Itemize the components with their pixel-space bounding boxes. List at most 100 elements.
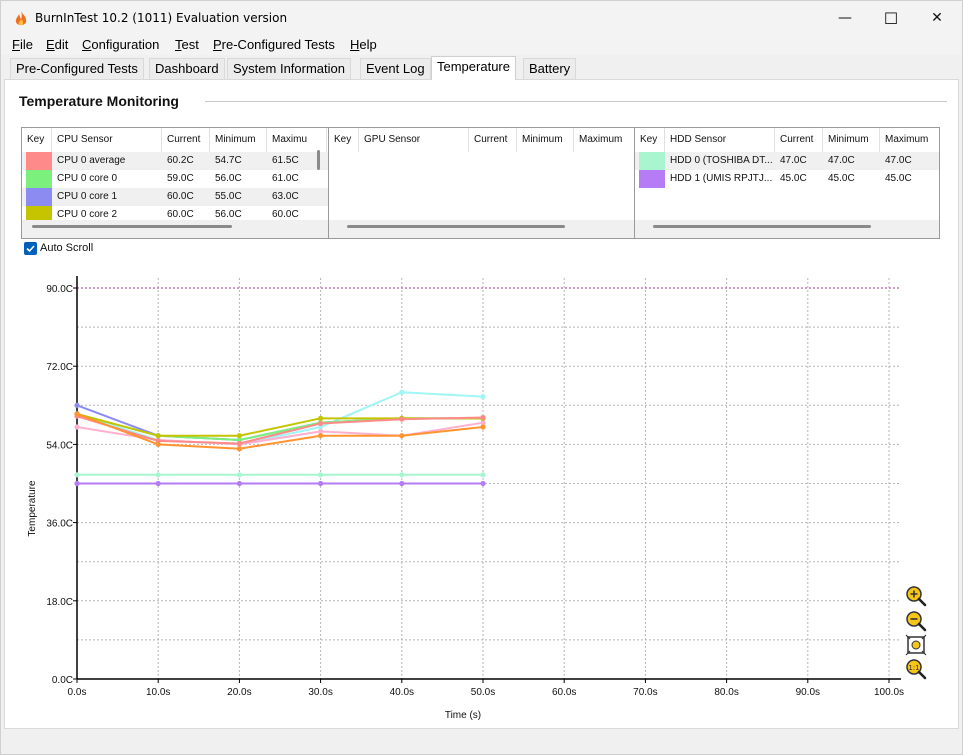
column-header[interactable]: Maximum — [574, 128, 634, 152]
data-point — [318, 480, 324, 487]
table-header: Key CPU Sensor Current Minimum Maximu — [22, 128, 328, 152]
data-point — [155, 472, 161, 478]
table-row[interactable]: HDD 1 (UMIS RPJTJ... 45.0C 45.0C 45.0C — [635, 170, 939, 188]
close-icon: ✕ — [931, 10, 943, 26]
tab-battery[interactable]: Battery — [523, 58, 577, 79]
column-header[interactable]: Maximum — [880, 128, 939, 152]
sensor-maximum: 61.5C — [272, 155, 299, 166]
data-point — [236, 480, 242, 487]
table-header: Key GPU Sensor Current Minimum Maximum — [329, 128, 634, 152]
series-line — [76, 413, 484, 450]
data-point — [74, 411, 80, 417]
x-tick-label: 80.0s — [714, 687, 738, 698]
cpu-sensor-table[interactable]: Key CPU Sensor Current Minimum Maximu CP… — [21, 127, 329, 239]
maximize-button[interactable]: ☐ — [868, 1, 914, 35]
sensor-color-key — [639, 152, 665, 170]
y-tick-label: 18.0C — [46, 597, 73, 608]
sensor-current: 60.0C — [167, 209, 194, 220]
sensor-name: CPU 0 average — [57, 155, 126, 166]
y-tick-label: 36.0C — [46, 519, 73, 530]
column-header[interactable]: CPU Sensor — [52, 128, 162, 152]
minimize-button[interactable]: — — [822, 1, 868, 35]
x-tick-label: 90.0s — [796, 687, 820, 698]
sensor-minimum: 47.0C — [828, 155, 855, 166]
tab-dashboard[interactable]: Dashboard — [149, 58, 225, 79]
table-row[interactable]: CPU 0 core 1 60.0C 55.0C 63.0C — [22, 188, 328, 206]
horizontal-scrollbar[interactable] — [653, 225, 871, 228]
menu-file[interactable]: File — [12, 37, 33, 52]
data-point — [399, 480, 405, 487]
tab-temperature[interactable]: Temperature — [431, 56, 516, 80]
hdd-sensor-table[interactable]: Key HDD Sensor Current Minimum Maximum H… — [634, 127, 940, 239]
data-point — [74, 402, 80, 408]
x-tick-label: 30.0s — [308, 687, 332, 698]
menu-pre-configured-tests[interactable]: Pre-Configured Tests — [213, 37, 335, 52]
series-line — [76, 391, 484, 446]
sensor-current: 59.0C — [167, 173, 194, 184]
x-tick-label: 50.0s — [471, 687, 495, 698]
status-bar — [4, 730, 959, 752]
table-row[interactable]: CPU 0 core 0 59.0C 56.0C 61.0C — [22, 170, 328, 188]
column-header[interactable]: Current — [162, 128, 210, 152]
sensor-minimum: 56.0C — [215, 209, 242, 220]
sensor-maximum: 63.0C — [272, 191, 299, 202]
close-button[interactable]: ✕ — [914, 1, 960, 35]
data-point — [399, 416, 405, 422]
zoom-fit-icon[interactable] — [905, 634, 927, 656]
table-header: Key HDD Sensor Current Minimum Maximum — [635, 128, 939, 152]
series-line — [76, 415, 484, 445]
sensor-color-key — [26, 170, 52, 188]
x-tick-label: 100.0s — [874, 687, 904, 698]
sensor-color-key — [26, 152, 52, 170]
column-header[interactable]: Minimum — [823, 128, 880, 152]
vertical-scrollbar[interactable] — [317, 150, 320, 170]
zoom-in-icon[interactable] — [905, 585, 927, 607]
data-point — [236, 446, 242, 452]
sensor-name: HDD 0 (TOSHIBA DT... — [670, 155, 773, 166]
data-point — [74, 480, 80, 487]
tab-pre-configured-tests[interactable]: Pre-Configured Tests — [10, 58, 144, 79]
column-header[interactable]: Key — [329, 128, 359, 152]
auto-scroll-label: Auto Scroll — [40, 242, 94, 254]
data-point — [155, 480, 161, 487]
column-header[interactable]: Current — [775, 128, 823, 152]
data-point — [480, 480, 486, 487]
tab-strip: Pre-Configured Tests Dashboard System In… — [1, 56, 962, 80]
column-header[interactable]: Minimum — [210, 128, 267, 152]
column-header[interactable]: HDD Sensor — [665, 128, 775, 152]
sensor-minimum: 54.7C — [215, 155, 242, 166]
data-point — [480, 394, 486, 400]
column-header[interactable]: Key — [22, 128, 52, 152]
sensor-minimum: 56.0C — [215, 173, 242, 184]
horizontal-scrollbar[interactable] — [32, 225, 232, 228]
sensor-name: CPU 0 core 2 — [57, 209, 118, 220]
column-header[interactable]: GPU Sensor — [359, 128, 469, 152]
tab-system-information[interactable]: System Information — [227, 58, 351, 79]
column-header[interactable]: Key — [635, 128, 665, 152]
zoom-out-icon[interactable] — [905, 610, 927, 632]
menu-test[interactable]: Test — [175, 37, 199, 52]
checkbox-checked-icon[interactable] — [24, 242, 37, 255]
table-row[interactable]: CPU 0 core 2 60.0C 56.0C 60.0C — [22, 206, 328, 224]
data-point — [155, 433, 161, 439]
title-bar[interactable]: BurnInTest 10.2 (1011) Evaluation versio… — [1, 1, 962, 35]
data-point — [480, 472, 486, 478]
data-point — [480, 414, 486, 421]
menu-bar: File Edit Configuration Test Pre-Configu… — [1, 35, 962, 55]
sensor-maximum: 61.0C — [272, 173, 299, 184]
table-row[interactable]: CPU 0 average 60.2C 54.7C 61.5C — [22, 152, 328, 170]
menu-configuration[interactable]: Configuration — [82, 37, 160, 52]
column-header[interactable]: Current — [469, 128, 517, 152]
horizontal-scrollbar[interactable] — [347, 225, 565, 228]
table-row[interactable]: HDD 0 (TOSHIBA DT... 47.0C 47.0C 47.0C — [635, 152, 939, 170]
tab-event-log[interactable]: Event Log — [360, 58, 431, 79]
zoom-reset-icon[interactable]: 1:1 — [905, 658, 927, 680]
menu-edit[interactable]: Edit — [46, 37, 69, 52]
maximize-icon: ☐ — [883, 8, 899, 28]
gpu-sensor-table[interactable]: Key GPU Sensor Current Minimum Maximum — [328, 127, 635, 239]
x-tick-label: 10.0s — [146, 687, 170, 698]
menu-help[interactable]: Help — [350, 37, 377, 52]
column-header[interactable]: Maximu — [267, 128, 327, 152]
temperature-chart[interactable]: 0.0s 10.0s 20.0s 30.0s 40.0s 50.0s 60.0s 70.0s 8… — [5, 80, 958, 728]
column-header[interactable]: Minimum — [517, 128, 574, 152]
